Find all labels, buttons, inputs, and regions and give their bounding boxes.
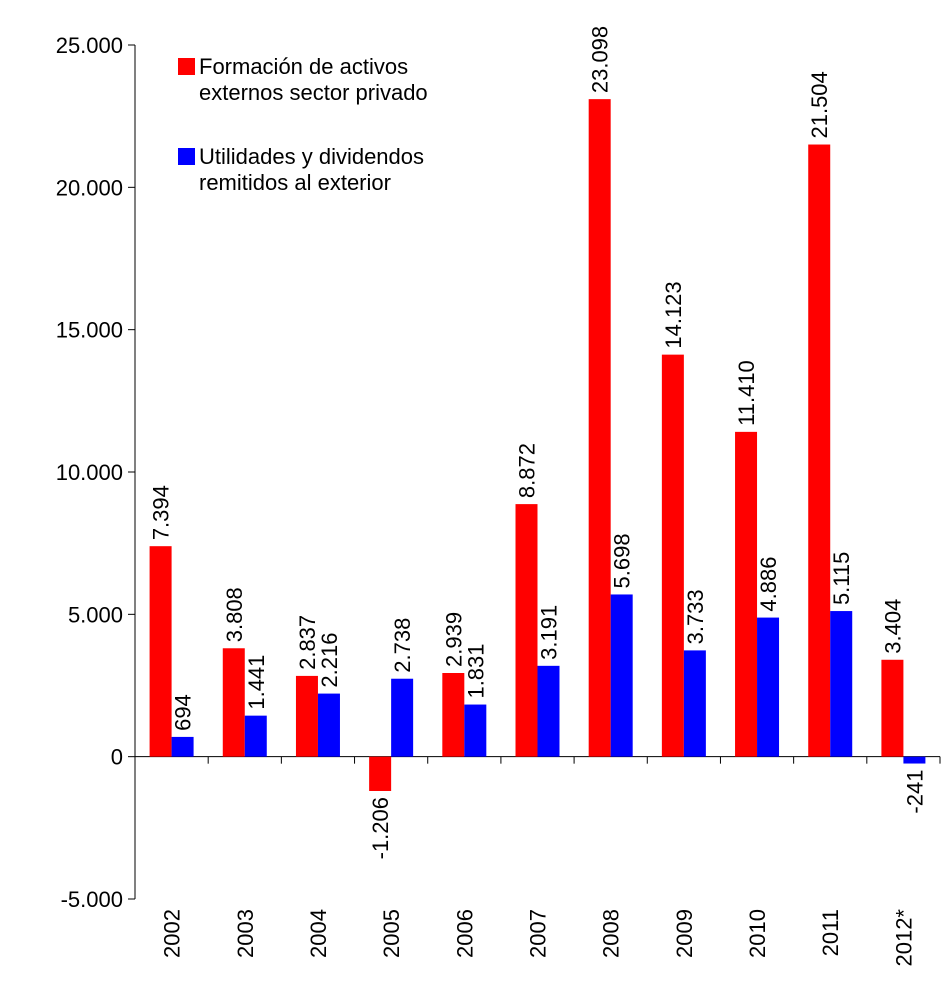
x-tick-label: 2011 bbox=[818, 909, 843, 956]
bar bbox=[610, 594, 633, 757]
x-tick-label: 2003 bbox=[233, 909, 258, 958]
legend-line: externos sector privado bbox=[199, 80, 428, 105]
legend-line: Formación de activos bbox=[199, 54, 408, 79]
value-label: 2.837 bbox=[295, 615, 320, 670]
legend-line: Utilidades y dividendos bbox=[199, 144, 424, 169]
bar bbox=[661, 354, 684, 757]
value-label: 5.698 bbox=[610, 533, 635, 588]
x-tick-label: 2010 bbox=[745, 909, 770, 958]
y-tick-label: -5.000 bbox=[61, 887, 123, 912]
x-tick-label: 2005 bbox=[379, 909, 404, 958]
y-tick-label: 10.000 bbox=[56, 460, 123, 485]
legend-label: Utilidades y dividendos remitidos al exte… bbox=[199, 144, 424, 195]
value-label: 14.123 bbox=[661, 281, 686, 348]
legend-label: Formación de activos externos sector priv… bbox=[199, 54, 428, 105]
value-label: 3.733 bbox=[683, 589, 708, 644]
x-tick-label: 2006 bbox=[452, 909, 477, 958]
value-label: 3.404 bbox=[880, 599, 905, 654]
legend-line: remitidos al exterior bbox=[199, 170, 391, 195]
value-label: 2.738 bbox=[390, 618, 415, 673]
bar bbox=[735, 431, 758, 757]
bar bbox=[244, 715, 267, 757]
value-label: 1.441 bbox=[244, 655, 269, 710]
bar bbox=[881, 659, 904, 757]
bar bbox=[171, 736, 194, 757]
value-label: 2.939 bbox=[441, 612, 466, 667]
value-label: 7.394 bbox=[149, 485, 174, 540]
bar bbox=[391, 678, 414, 757]
value-label: 694 bbox=[171, 694, 196, 731]
value-label: 1.831 bbox=[463, 643, 488, 698]
value-label: 23.098 bbox=[588, 26, 613, 93]
y-tick-label: 0 bbox=[111, 745, 123, 770]
value-label: 3.808 bbox=[222, 587, 247, 642]
x-tick-label: 2009 bbox=[672, 909, 697, 958]
bar bbox=[537, 665, 560, 757]
value-label: 4.886 bbox=[756, 557, 781, 612]
bar bbox=[295, 675, 318, 757]
value-label: 3.191 bbox=[537, 605, 562, 660]
value-label: -241 bbox=[902, 770, 927, 814]
x-tick-label: 2008 bbox=[599, 909, 624, 958]
y-tick-label: 20.000 bbox=[56, 175, 123, 200]
bar bbox=[442, 673, 465, 757]
bar bbox=[903, 756, 926, 764]
x-tick-label: 2002 bbox=[160, 909, 185, 958]
bar bbox=[808, 144, 831, 757]
bar bbox=[515, 504, 538, 757]
bar bbox=[369, 756, 392, 791]
bar bbox=[222, 648, 245, 757]
value-label: 8.872 bbox=[515, 443, 540, 498]
value-label: 5.115 bbox=[829, 552, 854, 605]
bar bbox=[830, 611, 853, 757]
value-label: 21.504 bbox=[807, 71, 832, 138]
y-tick-label: 25.000 bbox=[56, 33, 123, 58]
bar bbox=[464, 704, 487, 757]
bar bbox=[757, 617, 780, 757]
legend-swatch bbox=[178, 148, 195, 165]
bar bbox=[588, 99, 611, 757]
bar bbox=[149, 546, 172, 757]
value-label: 11.410 bbox=[734, 360, 759, 426]
legend-swatch bbox=[178, 58, 195, 75]
y-tick-label: 5.000 bbox=[68, 602, 123, 627]
bar bbox=[683, 650, 706, 757]
bar bbox=[317, 693, 340, 757]
x-tick-label: 2007 bbox=[526, 909, 551, 958]
value-label: -1.206 bbox=[368, 797, 393, 859]
x-tick-label: 2004 bbox=[306, 909, 331, 958]
y-tick-label: 15.000 bbox=[56, 318, 123, 343]
value-label: 2.216 bbox=[317, 633, 342, 688]
x-tick-label: 2012* bbox=[891, 909, 916, 967]
